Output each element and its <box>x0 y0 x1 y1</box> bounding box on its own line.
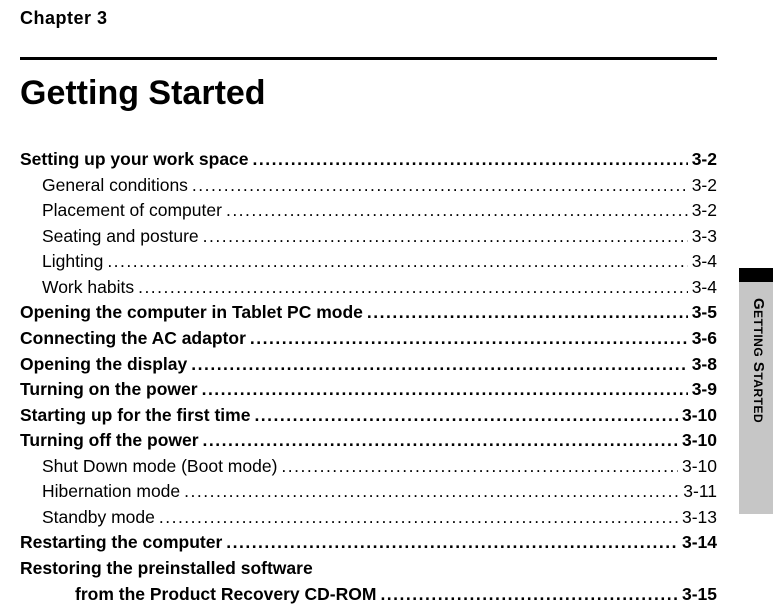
toc-text: Turning off the power <box>20 428 199 453</box>
toc-entry: Setting up your work space 3-2 <box>20 147 717 172</box>
toc-leader <box>226 530 678 555</box>
toc-text: Restarting the computer <box>20 530 222 555</box>
toc-entry: Opening the display 3-8 <box>20 352 717 377</box>
toc-page: 3-6 <box>692 326 717 351</box>
toc-leader <box>226 198 688 223</box>
toc-leader <box>202 377 688 402</box>
toc-page: 3-8 <box>692 352 717 377</box>
toc-leader <box>380 582 678 607</box>
toc-leader <box>254 403 678 428</box>
toc-entry: Seating and posture 3-3 <box>20 224 717 249</box>
toc-page: 3-11 <box>683 479 717 504</box>
toc-text: Seating and posture <box>20 224 199 249</box>
toc-page: 3-2 <box>692 147 717 172</box>
toc-page: 3-2 <box>692 173 717 198</box>
horizontal-rule <box>20 57 717 60</box>
toc-entry: Placement of computer 3-2 <box>20 198 717 223</box>
toc-page: 3-10 <box>682 403 717 428</box>
toc-leader <box>203 428 678 453</box>
toc-text: Hibernation mode <box>20 479 180 504</box>
toc-page: 3-10 <box>682 428 717 453</box>
toc-text: Opening the display <box>20 352 187 377</box>
toc-entry: Restoring the preinstalled software <box>20 556 717 581</box>
toc-leader <box>367 300 688 325</box>
toc-page: 3-3 <box>692 224 717 249</box>
toc-leader <box>184 479 679 504</box>
toc-entry: Restarting the computer 3-14 <box>20 530 717 555</box>
toc-text: Connecting the AC adaptor <box>20 326 246 351</box>
toc-text: Turning on the power <box>20 377 198 402</box>
toc-leader <box>107 249 687 274</box>
toc-text: Starting up for the first time <box>20 403 250 428</box>
toc-leader <box>191 352 687 377</box>
toc-leader <box>138 275 688 300</box>
toc-text: Opening the computer in Tablet PC mode <box>20 300 363 325</box>
toc-entry: Lighting 3-4 <box>20 249 717 274</box>
toc-leader <box>203 224 688 249</box>
toc-leader <box>159 505 678 530</box>
toc-entry: Turning on the power 3-9 <box>20 377 717 402</box>
side-tab-accent <box>739 268 773 282</box>
toc-page: 3-15 <box>682 582 717 607</box>
toc-page: 3-2 <box>692 198 717 223</box>
page-title: Getting Started <box>20 74 717 113</box>
toc-text: Standby mode <box>20 505 155 530</box>
toc-page: 3-9 <box>692 377 717 402</box>
toc-entry: Standby mode 3-13 <box>20 505 717 530</box>
toc-text: Setting up your work space <box>20 147 249 172</box>
chapter-label: Chapter 3 <box>20 8 717 29</box>
toc-text: Lighting <box>20 249 103 274</box>
toc-entry: from the Product Recovery CD-ROM 3-15 <box>20 582 717 607</box>
toc-entry: Shut Down mode (Boot mode) 3-10 <box>20 454 717 479</box>
toc-page: 3-13 <box>682 505 717 530</box>
toc-entry: Turning off the power 3-10 <box>20 428 717 453</box>
toc-page: 3-5 <box>692 300 717 325</box>
toc-text: Shut Down mode (Boot mode) <box>20 454 277 479</box>
toc-text: Placement of computer <box>20 198 222 223</box>
toc-text: Restoring the preinstalled software <box>20 556 313 581</box>
toc-text: General conditions <box>20 173 188 198</box>
toc-entry: Hibernation mode 3-11 <box>20 479 717 504</box>
toc-text: from the Product Recovery CD-ROM <box>20 582 376 607</box>
toc-leader <box>250 326 688 351</box>
toc-entry: General conditions 3-2 <box>20 173 717 198</box>
toc-page: 3-14 <box>682 530 717 555</box>
toc-text: Work habits <box>20 275 134 300</box>
toc-entry: Opening the computer in Tablet PC mode 3… <box>20 300 717 325</box>
table-of-contents: Setting up your work space 3-2 General c… <box>20 147 717 607</box>
toc-leader <box>253 147 688 172</box>
toc-entry: Work habits 3-4 <box>20 275 717 300</box>
toc-page: 3-10 <box>682 454 717 479</box>
toc-leader <box>192 173 688 198</box>
toc-entry: Connecting the AC adaptor 3-6 <box>20 326 717 351</box>
toc-page: 3-4 <box>692 249 717 274</box>
side-tab-label: GETTING STARTED <box>745 298 767 498</box>
toc-leader <box>281 454 678 479</box>
toc-page: 3-4 <box>692 275 717 300</box>
toc-entry: Starting up for the first time 3-10 <box>20 403 717 428</box>
